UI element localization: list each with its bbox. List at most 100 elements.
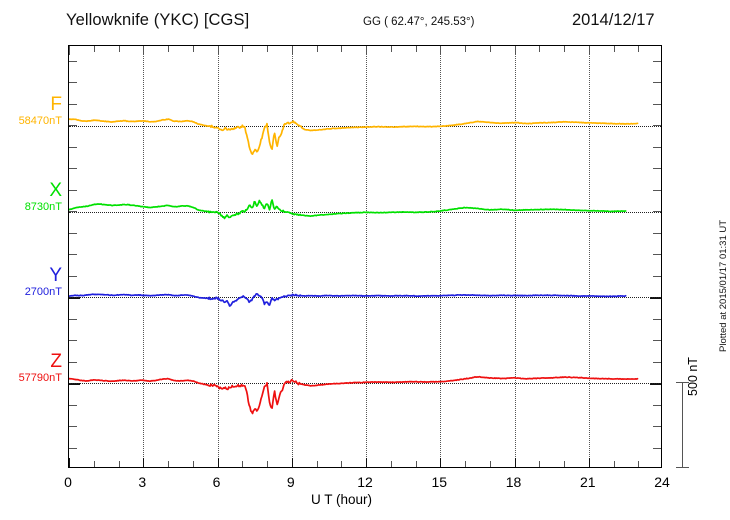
x-tick-top [564,46,565,52]
y-tick-left [69,60,77,62]
y-tick-right [653,275,661,277]
component-symbol: X [49,180,62,201]
x-tick-label: 0 [64,474,72,490]
x-tick-bottom [217,458,219,467]
x-tick-bottom [465,461,466,467]
x-tick-top [489,46,491,52]
x-tick-label: 6 [212,474,221,490]
y-tick-left [69,103,77,105]
y-tick-right [653,232,661,234]
x-tick-label: 21 [579,474,596,490]
x-axis-title: U T (hour) [311,492,373,507]
x-tick-bottom [267,461,268,467]
y-tick-right [653,125,661,126]
x-tick-label: 3 [138,474,147,490]
y-tick-right [653,82,661,83]
plotted-at-label: Plotted at 2015/01/17 01:31 UT [718,219,729,352]
scale-bar-cap-top [676,382,689,383]
x-tick-bottom [588,458,590,467]
x-tick-top [93,46,95,52]
vertical-gridline [440,46,442,467]
y-tick-right [650,297,661,299]
x-tick-bottom [93,461,95,467]
trace-z [69,375,639,415]
geographic-coordinates: GG ( 62.47°, 245.53°) [363,16,475,28]
y-tick-right [653,146,661,148]
x-tick-bottom [514,458,516,467]
component-baseline-value: 2700nT [24,286,62,298]
x-tick-top [638,46,640,52]
y-tick-right [653,404,661,406]
x-tick-top [465,46,466,52]
vertical-gridline [143,46,145,467]
x-tick-bottom [415,461,417,467]
vertical-gridline [366,46,367,467]
y-tick-right [653,426,661,427]
x-tick-top [415,46,417,52]
vertical-gridline [291,46,293,467]
y-tick-right [653,103,661,105]
x-tick-bottom [242,461,244,467]
y-tick-left [69,318,77,320]
x-tick-top [192,46,194,52]
x-tick-bottom [366,458,367,467]
component-baseline-value: 57790nT [18,372,62,384]
component-label-z: Z 57790nT [4,352,62,385]
x-tick-top [69,46,70,55]
x-tick-bottom [143,458,145,467]
x-tick-bottom [613,461,615,467]
component-label-x: X 8730nT [4,181,62,214]
y-tick-left [69,404,77,406]
y-tick-left [69,361,77,363]
y-tick-left [69,275,77,277]
component-label-f: F 58470nT [4,95,62,128]
trace-x [69,199,627,220]
y-tick-left [69,125,77,126]
y-tick-right [653,189,661,191]
y-tick-right [653,211,661,212]
x-tick-top [440,46,442,55]
scale-bar-label: 500 nT [686,357,700,396]
x-tick-label: 12 [357,474,373,490]
x-tick-top [341,46,343,52]
x-tick-top [514,46,516,55]
scale-bar-cap-bottom [676,467,689,468]
baseline-z [69,383,661,384]
trace-y [69,292,627,307]
y-tick-right [653,60,661,62]
x-tick-top [366,46,367,55]
x-tick-bottom [316,461,318,467]
component-label-y: Y 2700nT [4,266,62,299]
x-tick-bottom [192,461,194,467]
y-tick-left [69,146,77,148]
x-tick-bottom [489,461,491,467]
x-tick-bottom [638,461,640,467]
vertical-gridline [217,46,219,467]
y-tick-left [69,297,80,299]
scale-bar-line [682,382,683,468]
x-tick-top [316,46,318,52]
x-tick-top [588,46,590,55]
x-tick-top [613,46,615,52]
y-tick-right [653,340,661,341]
trace-f [69,118,639,155]
x-tick-top [217,46,219,55]
y-tick-left [69,447,77,449]
x-tick-bottom [341,461,343,467]
component-symbol: Z [50,351,62,372]
x-tick-bottom [539,461,541,467]
y-tick-right [653,447,661,449]
y-tick-left [69,232,77,234]
component-baseline-value: 8730nT [24,201,62,213]
x-tick-bottom [69,458,70,467]
y-tick-right [653,318,661,320]
observation-date: 2014/12/17 [572,11,655,29]
baseline-y [69,297,661,298]
component-symbol: Y [49,265,62,286]
x-tick-top [143,46,145,55]
x-tick-label: 18 [505,474,522,490]
x-tick-bottom [564,461,565,467]
x-tick-bottom [168,461,169,467]
y-tick-right [653,254,661,255]
